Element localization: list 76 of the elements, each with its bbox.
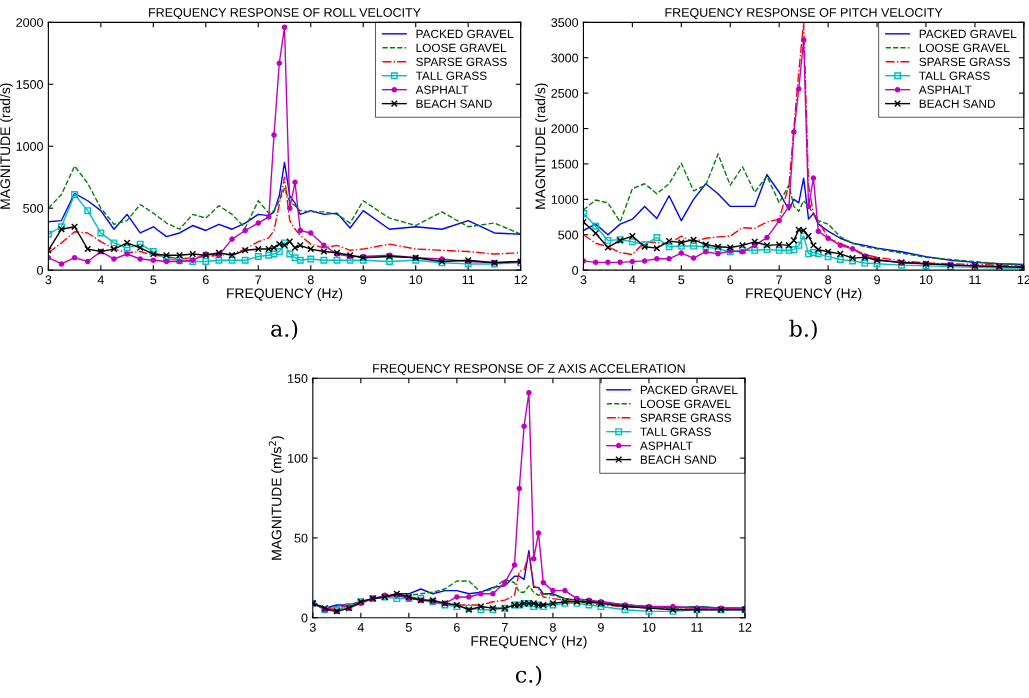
legend-label: BEACH SAND bbox=[416, 99, 492, 108]
legend-label: LOOSE GRAVEL bbox=[919, 43, 1010, 53]
x-tick-label: 7 bbox=[502, 623, 508, 632]
y-tick-label: 1500 bbox=[16, 80, 44, 89]
legend-label: SPARSE GRASS bbox=[416, 57, 507, 66]
legend-label: LOOSE GRAVEL bbox=[416, 43, 507, 53]
x-tick-label: 4 bbox=[97, 275, 104, 285]
chart-title: FREQUENCY RESPONSE OF Z AXIS ACCELERATION bbox=[373, 364, 685, 376]
x-tick-label: 9 bbox=[874, 275, 880, 285]
y-tick-label: 2000 bbox=[16, 18, 44, 27]
y-axis-title: MAGNITUDE (m/s$^{2}$) bbox=[268, 436, 285, 560]
y-tick-label: 0 bbox=[301, 613, 308, 623]
x-tick-label: 3 bbox=[580, 275, 587, 285]
x-tick-label: 6 bbox=[202, 275, 209, 285]
x-tick-label: 3 bbox=[309, 622, 316, 632]
y-tick-label: 150 bbox=[288, 374, 308, 383]
x-tick-label: 6 bbox=[727, 275, 734, 285]
legend-label: BEACH SAND bbox=[919, 99, 995, 108]
x-tick-label: 9 bbox=[598, 622, 604, 632]
chart-title: FREQUENCY RESPONSE OF PITCH VELOCITY bbox=[665, 8, 943, 20]
y-tick-label: 3000 bbox=[551, 53, 579, 63]
y-axis-title: MAGNITUDE (rad/s) bbox=[535, 83, 548, 209]
x-tick-label: 5 bbox=[678, 275, 685, 285]
y-tick-label: 0 bbox=[572, 265, 579, 275]
x-tick-label: 4 bbox=[357, 623, 364, 632]
y-tick-label: 100 bbox=[288, 453, 308, 463]
text: b.) bbox=[789, 319, 817, 341]
legend-label: SPARSE GRASS bbox=[640, 413, 732, 422]
legend-label: TALL GRASS bbox=[640, 427, 711, 436]
text: a.) bbox=[271, 319, 298, 341]
x-tick-label: 6 bbox=[454, 622, 460, 632]
x-tick-label: 8 bbox=[549, 622, 556, 632]
x-tick-label: 8 bbox=[307, 275, 314, 285]
x-tick-label: 10 bbox=[642, 622, 656, 632]
x-tick-label: 12 bbox=[514, 275, 527, 285]
x-tick-label: 11 bbox=[969, 275, 981, 285]
chart-title: FREQUENCY RESPONSE OF ROLL VELOCITY bbox=[149, 8, 421, 20]
x-tick-label: 7 bbox=[776, 275, 783, 285]
y-tick-label: 1000 bbox=[551, 195, 579, 204]
y-tick-label: 0 bbox=[37, 265, 44, 275]
x-axis-title: FREQUENCY (Hz) bbox=[471, 635, 587, 649]
y-tick-label: 2500 bbox=[551, 88, 579, 98]
x-tick-label: 12 bbox=[739, 622, 752, 632]
x-tick-label: 8 bbox=[825, 275, 832, 285]
legend-label: ASPHALT bbox=[415, 85, 469, 94]
x-tick-label: 7 bbox=[255, 275, 262, 285]
legend-label: TALL GRASS bbox=[415, 71, 487, 80]
legend-label: ASPHALT bbox=[918, 85, 972, 94]
x-tick-label: 10 bbox=[409, 275, 423, 285]
legend-label: LOOSE GRAVEL bbox=[640, 399, 731, 409]
y-tick-label: 1000 bbox=[16, 142, 44, 151]
x-tick-label: 11 bbox=[691, 623, 703, 632]
x-axis-title: FREQUENCY (Hz) bbox=[746, 288, 862, 301]
x-axis-title: FREQUENCY (Hz) bbox=[227, 288, 343, 301]
x-tick-label: 9 bbox=[360, 275, 367, 285]
y-tick-label: 2000 bbox=[551, 124, 579, 134]
legend-label: SPARSE GRASS bbox=[919, 57, 1010, 66]
x-tick-label: 5 bbox=[405, 623, 412, 632]
legend-label: PACKED GRAVEL bbox=[640, 385, 738, 395]
legend-label: BEACH SAND bbox=[640, 455, 717, 464]
y-tick-label: 3500 bbox=[551, 18, 579, 27]
y-axis-title: MAGNITUDE (rad/s) bbox=[0, 83, 13, 209]
x-tick-label: 3 bbox=[45, 275, 52, 285]
y-tick-label: 500 bbox=[23, 203, 44, 213]
x-tick-label: 5 bbox=[150, 275, 157, 285]
text: c.) bbox=[515, 665, 542, 686]
y-tick-label: 50 bbox=[294, 533, 308, 543]
y-tick-label: 500 bbox=[558, 230, 579, 240]
legend-label: PACKED GRAVEL bbox=[416, 29, 514, 39]
legend-label: TALL GRASS bbox=[919, 71, 990, 80]
x-tick-label: 4 bbox=[629, 275, 636, 285]
legend-label: ASPHALT bbox=[639, 441, 693, 450]
y-tick-label: 1500 bbox=[551, 159, 579, 169]
x-tick-label: 11 bbox=[462, 275, 475, 285]
x-tick-label: 10 bbox=[919, 275, 933, 285]
legend-label: PACKED GRAVEL bbox=[919, 29, 1017, 39]
